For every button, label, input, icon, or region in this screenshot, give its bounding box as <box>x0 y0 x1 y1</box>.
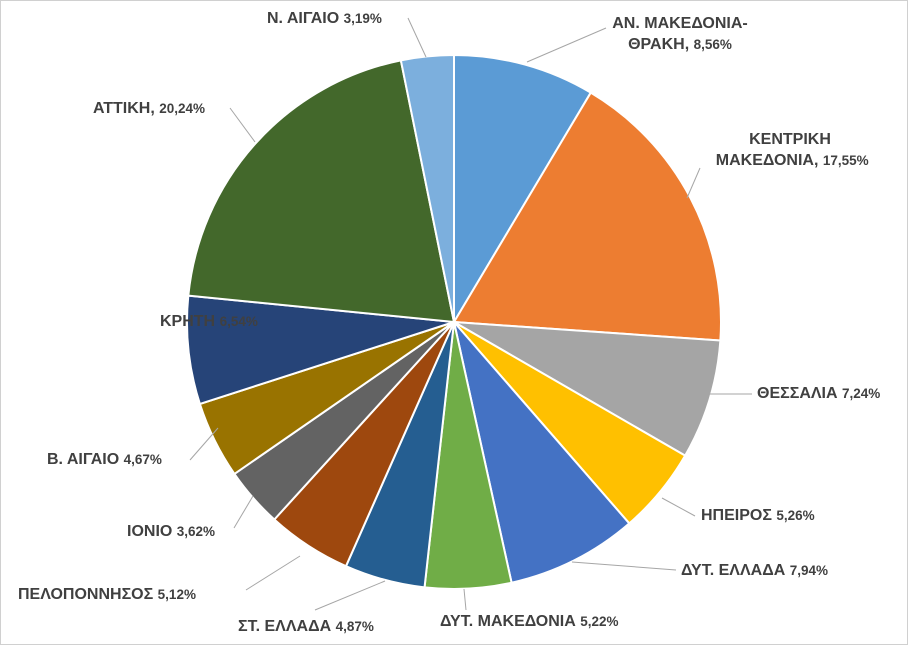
data-label-στ-ελλαδα: ΣΤ. ΕΛΛΑΔΑ 4,87% <box>238 618 374 635</box>
leader-lines <box>189 17 752 611</box>
leader-line <box>526 27 607 63</box>
data-label-β-αιγαιο: Β. ΑΙΓΑΙΟ 4,67% <box>47 451 162 468</box>
data-label-ιονιο: ΙΟΝΙΟ 3,62% <box>127 523 215 540</box>
leader-line <box>245 555 301 591</box>
leader-line <box>407 17 427 58</box>
pie-slice-αν-μακεδονια-θρακη <box>453 53 593 326</box>
leader-line <box>661 497 696 517</box>
pie-slice-κεντρικη-μακεδονια <box>452 91 722 342</box>
leader-line <box>229 107 256 143</box>
pie-slice-κρητη <box>186 294 455 406</box>
data-label-δυτ-ελλαδα: ΔΥΤ. ΕΛΛΑΔΑ 7,94% <box>681 562 828 579</box>
data-label-δυτ-μακεδονια: ΔΥΤ. ΜΑΚΕΔΟΝΙΑ 5,22% <box>440 613 619 630</box>
leader-line <box>686 167 701 199</box>
data-label-κρητη: ΚΡΗΤΗ 6,54% <box>160 313 258 330</box>
pie-slice-ν-αιγαιο <box>399 53 455 323</box>
leader-line <box>233 495 254 529</box>
pie-slice-θεσσαλια <box>453 321 722 458</box>
leader-line <box>571 561 677 571</box>
data-label-αττικη: ΑΤΤΙΚΗ, 20,24% <box>93 100 205 117</box>
data-label-θεσσαλια: ΘΕΣΣΑΛΙΑ 7,24% <box>757 385 880 402</box>
leader-line <box>314 580 386 611</box>
data-label-αν-μακεδονια-θρακη: ΑΝ. ΜΑΚΕΔΟΝΙΑ-ΘΡΑΚΗ, 8,56% <box>612 15 748 53</box>
pie-slice-αττικη <box>187 59 456 324</box>
data-label-κεντρικη-μακεδονια: ΚΕΝΤΡΙΚΗ ΜΑΚΕΔΟΝΙΑ, 17,55% <box>711 131 868 169</box>
leader-line <box>463 588 467 611</box>
data-labels: ΑΝ. ΜΑΚΕΔΟΝΙΑ-ΘΡΑΚΗ, 8,56% ΚΕΝΤΡΙΚΗ ΜΑΚΕΔ… <box>18 10 880 635</box>
data-label-πελοποννησος: ΠΕΛΟΠΟΝΝΗΣΟΣ 5,12% <box>18 586 196 603</box>
leader-line <box>189 427 219 461</box>
data-label-ν-αιγαιο: Ν. ΑΙΓΑΙΟ 3,19% <box>267 10 382 27</box>
data-label-ηπειρος: ΗΠΕΙΡΟΣ 5,26% <box>701 507 815 524</box>
pie-slices <box>186 53 722 590</box>
